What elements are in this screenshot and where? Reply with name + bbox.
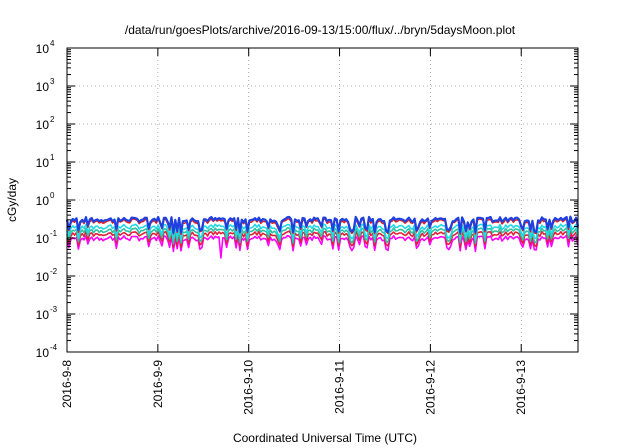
series-lines xyxy=(65,215,580,259)
series-line xyxy=(66,226,579,245)
y-tick-exponent: -1 xyxy=(50,229,58,238)
y-tick-label: 10 xyxy=(36,270,50,284)
y-tick-exponent: 0 xyxy=(50,191,55,200)
series-line xyxy=(66,234,579,259)
y-tick-label: 10 xyxy=(36,308,50,322)
x-tick-label: 2016-9-8 xyxy=(60,360,74,408)
y-tick-exponent: 1 xyxy=(50,153,55,162)
y-tick-label: 10 xyxy=(36,80,50,94)
y-axis-label: cGy/day xyxy=(5,178,19,222)
y-tick-label: 10 xyxy=(36,42,50,56)
y-tick-label: 10 xyxy=(36,156,50,170)
series-line xyxy=(66,223,579,241)
chart-title: /data/run/goesPlots/archive/2016-09-13/1… xyxy=(125,23,516,37)
y-tick-exponent: 3 xyxy=(50,77,55,86)
y-tick-exponent: 2 xyxy=(50,115,55,124)
series-line xyxy=(65,215,580,234)
x-tick-label: 2016-9-13 xyxy=(514,360,528,415)
x-tick-label: 2016-9-10 xyxy=(242,360,256,415)
y-tick-label: 10 xyxy=(36,118,50,132)
x-axis: 2016-9-8 2016-9-9 2016-9-10 2016-9-11 2016-9… xyxy=(60,48,528,415)
x-axis-label: Coordinated Universal Time (UTC) xyxy=(233,431,417,445)
y-tick-exponent: 4 xyxy=(50,39,55,48)
y-tick-label: 10 xyxy=(36,232,50,246)
y-tick-label: 10 xyxy=(36,194,50,208)
x-tick-label: 2016-9-11 xyxy=(333,360,347,414)
x-tick-label: 2016-9-9 xyxy=(151,360,165,408)
y-tick-exponent: -3 xyxy=(50,305,58,314)
y-tick-label: 10 xyxy=(36,346,50,360)
y-tick-exponent: -4 xyxy=(50,343,58,352)
x-tick-label: 2016-9-12 xyxy=(423,360,437,415)
y-tick-exponent: -2 xyxy=(50,267,58,276)
series-line xyxy=(66,230,579,248)
grid xyxy=(67,48,578,352)
